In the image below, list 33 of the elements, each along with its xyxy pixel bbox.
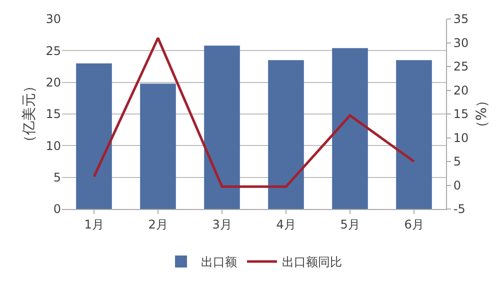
y2-tick-label: 30 <box>453 36 469 50</box>
y2-tick-label: 10 <box>453 130 469 145</box>
legend-label: 出口额同比 <box>282 255 342 270</box>
bar <box>204 46 240 209</box>
y2-axis-title: （%） <box>474 93 490 135</box>
bar <box>332 48 368 209</box>
bar <box>140 84 176 209</box>
y2-tick-label: 35 <box>453 12 469 26</box>
x-tick-label: 4月 <box>276 217 296 232</box>
x-tick-label: 2月 <box>148 217 168 232</box>
y2-tick-label: 0 <box>453 178 462 192</box>
y2-tick-label: 25 <box>453 60 469 74</box>
legend-label: 出口额 <box>201 255 237 270</box>
y-tick-label: 25 <box>46 44 61 58</box>
y-axis-title: （亿美元） <box>21 79 38 149</box>
x-tick-label: 5月 <box>340 217 360 232</box>
y-tick-label: 5 <box>53 170 61 185</box>
bar <box>396 60 432 209</box>
bar <box>268 60 304 209</box>
y-tick-label: 15 <box>46 107 61 122</box>
y2-tick-label: 5 <box>453 154 462 169</box>
y2-tick-label: -5 <box>453 202 466 216</box>
line-series <box>92 36 416 188</box>
x-tick-label: 6月 <box>404 217 424 232</box>
y-tick-label: 20 <box>46 76 61 90</box>
x-tick-label: 3月 <box>212 217 232 232</box>
y2-tick-label: 15 <box>453 107 469 122</box>
y-tick-label: 10 <box>46 138 61 153</box>
x-tick-label: 1月 <box>84 217 104 232</box>
y-tick-label: 0 <box>53 202 61 216</box>
y2-tick-label: 20 <box>453 83 469 98</box>
bar <box>76 63 112 209</box>
y-tick-label: 30 <box>46 12 61 26</box>
